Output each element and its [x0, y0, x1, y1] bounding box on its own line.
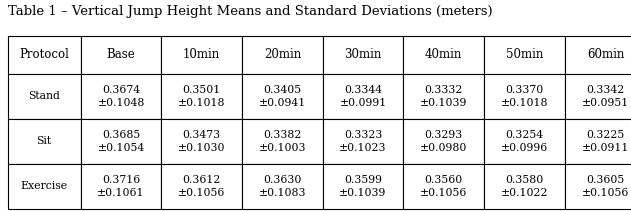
- Text: 0.3685
±0.1054: 0.3685 ±0.1054: [97, 130, 144, 153]
- Text: 30min: 30min: [345, 48, 382, 61]
- Bar: [322, 74, 403, 119]
- Text: 0.3612
±0.1056: 0.3612 ±0.1056: [178, 175, 225, 198]
- Bar: [162, 74, 242, 119]
- Bar: [162, 164, 242, 209]
- Text: 60min: 60min: [587, 48, 624, 61]
- Text: Protocol: Protocol: [19, 48, 69, 61]
- Bar: [81, 164, 162, 209]
- Bar: [242, 119, 322, 164]
- Text: 50min: 50min: [505, 48, 543, 61]
- Bar: [565, 164, 631, 209]
- Text: 20min: 20min: [264, 48, 301, 61]
- Text: Base: Base: [107, 48, 136, 61]
- Text: 0.3254
±0.0996: 0.3254 ±0.0996: [500, 130, 548, 153]
- Bar: [322, 119, 403, 164]
- Bar: [565, 36, 631, 74]
- Text: 0.3293
±0.0980: 0.3293 ±0.0980: [420, 130, 468, 153]
- Text: 0.3344
±0.0991: 0.3344 ±0.0991: [339, 85, 387, 108]
- Text: 0.3560
±0.1056: 0.3560 ±0.1056: [420, 175, 468, 198]
- Bar: [162, 36, 242, 74]
- Bar: [484, 36, 565, 74]
- Text: 0.3630
±0.1083: 0.3630 ±0.1083: [259, 175, 306, 198]
- Bar: [81, 36, 162, 74]
- Bar: [403, 164, 484, 209]
- Bar: [8, 74, 81, 119]
- Text: 0.3370
±0.1018: 0.3370 ±0.1018: [500, 85, 548, 108]
- Bar: [8, 164, 81, 209]
- Bar: [242, 74, 322, 119]
- Bar: [8, 119, 81, 164]
- Bar: [8, 36, 81, 74]
- Text: Exercise: Exercise: [21, 181, 68, 191]
- Bar: [242, 164, 322, 209]
- Bar: [81, 74, 162, 119]
- Text: 0.3674
±0.1048: 0.3674 ±0.1048: [97, 85, 144, 108]
- Text: Sit: Sit: [37, 137, 52, 146]
- Text: 0.3342
±0.0951: 0.3342 ±0.0951: [582, 85, 629, 108]
- Bar: [403, 119, 484, 164]
- Text: 0.3501
±0.1018: 0.3501 ±0.1018: [178, 85, 225, 108]
- Bar: [565, 119, 631, 164]
- Text: 0.3332
±0.1039: 0.3332 ±0.1039: [420, 85, 468, 108]
- Text: Table 1 – Vertical Jump Height Means and Standard Deviations (meters): Table 1 – Vertical Jump Height Means and…: [8, 5, 492, 18]
- Text: 0.3599
±0.1039: 0.3599 ±0.1039: [339, 175, 387, 198]
- Text: 0.3473
±0.1030: 0.3473 ±0.1030: [178, 130, 225, 153]
- Text: 0.3605
±0.1056: 0.3605 ±0.1056: [582, 175, 629, 198]
- Text: 40min: 40min: [425, 48, 463, 61]
- Text: 0.3382
±0.1003: 0.3382 ±0.1003: [259, 130, 306, 153]
- Text: 0.3716
±0.1061: 0.3716 ±0.1061: [97, 175, 145, 198]
- Text: Stand: Stand: [28, 91, 60, 101]
- Bar: [403, 74, 484, 119]
- Bar: [403, 36, 484, 74]
- Bar: [242, 36, 322, 74]
- Text: 0.3225
±0.0911: 0.3225 ±0.0911: [582, 130, 629, 153]
- Text: 10min: 10min: [183, 48, 220, 61]
- Text: 0.3405
±0.0941: 0.3405 ±0.0941: [259, 85, 306, 108]
- Text: 0.3580
±0.1022: 0.3580 ±0.1022: [500, 175, 548, 198]
- Bar: [162, 119, 242, 164]
- Bar: [81, 119, 162, 164]
- Bar: [565, 74, 631, 119]
- Bar: [484, 74, 565, 119]
- Bar: [322, 36, 403, 74]
- Bar: [484, 164, 565, 209]
- Bar: [484, 119, 565, 164]
- Text: 0.3323
±0.1023: 0.3323 ±0.1023: [339, 130, 387, 153]
- Bar: [322, 164, 403, 209]
